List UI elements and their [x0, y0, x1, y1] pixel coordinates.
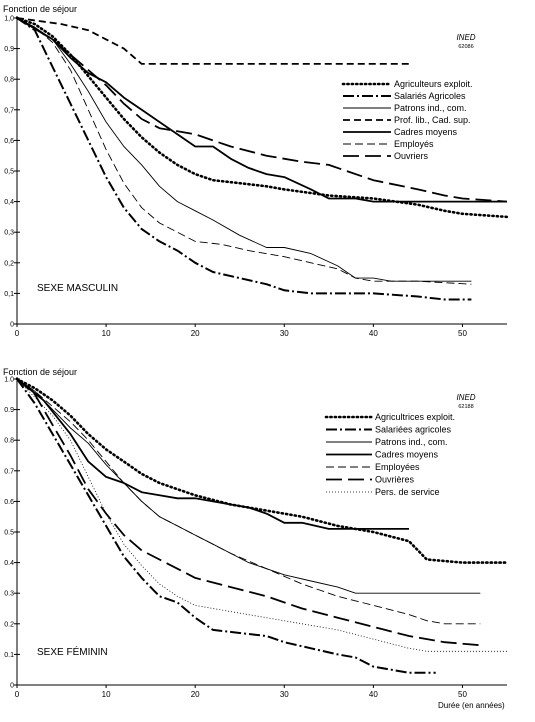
legend-label: Salariés Agricoles — [394, 91, 466, 101]
y-tick-label: 0.9 — [4, 407, 14, 414]
series-line-1 — [15, 377, 509, 564]
x-tick-label: 40 — [369, 690, 378, 699]
y-tick-label: 0.1 — [4, 652, 14, 659]
x-tick-label: 10 — [102, 329, 111, 338]
series-line-4 — [16, 17, 409, 65]
legend-label: Ouvriers — [394, 151, 429, 161]
series-line-2 — [16, 17, 472, 301]
legend-label: Cadres moyens — [375, 450, 439, 460]
y-tick-label: 0.2 — [4, 621, 14, 628]
y-axis-title: Fonction de séjour — [3, 4, 77, 14]
y-tick-label: 0 — [10, 322, 14, 329]
x-tick-label: 50 — [458, 329, 467, 338]
stamp-logo: INED — [456, 33, 475, 42]
x-tick-label: 0 — [15, 329, 20, 338]
x-tick-label: 30 — [280, 329, 289, 338]
ined-stamp: INED 62086 — [456, 33, 475, 50]
legend-label: Patrons ind., com. — [375, 437, 448, 447]
x-tick-label: 50 — [458, 690, 467, 699]
y-tick-label: 0,7 — [4, 107, 14, 114]
x-tick-label: 0 — [15, 690, 20, 699]
stamp-logo: INED — [456, 393, 475, 402]
y-tick-label: 0,2 — [4, 260, 14, 267]
y-tick-label: 0.3 — [4, 591, 14, 598]
y-tick-label: 0.6 — [4, 499, 14, 506]
x-tick-label: 20 — [191, 690, 200, 699]
legend-label: Agriculteurs exploit. — [394, 79, 473, 89]
legend: Agricultrices exploit. Salariées agricole… — [324, 412, 455, 497]
y-tick-label: 0.4 — [4, 560, 14, 567]
series-group — [15, 16, 509, 301]
series-line-7 — [16, 17, 508, 203]
x-tick-label: 10 — [102, 690, 111, 699]
series-line-6 — [16, 17, 472, 285]
y-tick-label: 0.8 — [4, 438, 14, 445]
chart-panel-male: 0 0,1 0,2 0,3 0,4 0,5 0,6 0,7 0,8 0,9 1,0 0 10 20 30 40… — [3, 4, 509, 338]
stamp-code: 62188 — [458, 404, 473, 410]
series-line-6 — [16, 378, 481, 647]
series-line-5 — [16, 378, 481, 625]
legend-label: Prof. lib., Cad. sup. — [394, 115, 471, 125]
panel-label: SEXE MASCULIN — [37, 283, 118, 294]
series-line-3 — [16, 378, 481, 594]
legend-label: Patrons ind., com. — [394, 103, 467, 113]
legend-label: Employées — [375, 462, 420, 472]
ined-stamp: INED 62188 — [456, 393, 475, 410]
y-tick-label: 0,5 — [4, 169, 14, 176]
series-line-2 — [16, 378, 436, 674]
chart-panel-female: 0 0.1 0.2 0.3 0.4 0.5 0.6 0.7 0.8 0.9 1.0 0 10 20 30 40… — [3, 367, 509, 710]
legend-label: Salariées agricoles — [375, 425, 452, 435]
series-line-3 — [16, 17, 472, 282]
x-tick-label: 20 — [191, 329, 200, 338]
y-tick-label: 0,4 — [4, 199, 14, 206]
y-tick-label: 0,3 — [4, 230, 14, 237]
y-tick-label: 0.7 — [4, 468, 14, 475]
y-tick-label: 0,6 — [4, 138, 14, 145]
legend-label: Agricultrices exploit. — [375, 412, 455, 422]
y-tick-label: 0 — [10, 683, 14, 690]
y-tick-label: 0.5 — [4, 530, 14, 537]
y-axis-title: Fonction de séjour — [3, 367, 77, 377]
panel-label: SEXE FÉMININ — [37, 645, 108, 658]
x-tick-label: 40 — [369, 329, 378, 338]
y-tick-label: 1.0 — [4, 377, 14, 384]
y-tick-label: 0,9 — [4, 46, 14, 53]
legend-label: Ouvrières — [375, 475, 415, 485]
legend-label: Employés — [394, 139, 434, 149]
series-group — [15, 377, 509, 674]
y-tick-label: 0,8 — [4, 77, 14, 84]
legend: Agriculteurs exploit. Salariés Agricoles P… — [341, 79, 473, 161]
x-axis-title: Durée (en années) — [438, 701, 505, 710]
legend-label: Pers. de service — [375, 487, 440, 497]
y-tick-label: 1,0 — [4, 16, 14, 23]
stamp-code: 62086 — [458, 44, 473, 50]
series-line-5 — [16, 17, 507, 203]
series-line-4 — [16, 378, 409, 530]
y-tick-label: 0,1 — [4, 291, 14, 298]
x-tick-label: 30 — [280, 690, 289, 699]
legend-label: Cadres moyens — [394, 127, 458, 137]
